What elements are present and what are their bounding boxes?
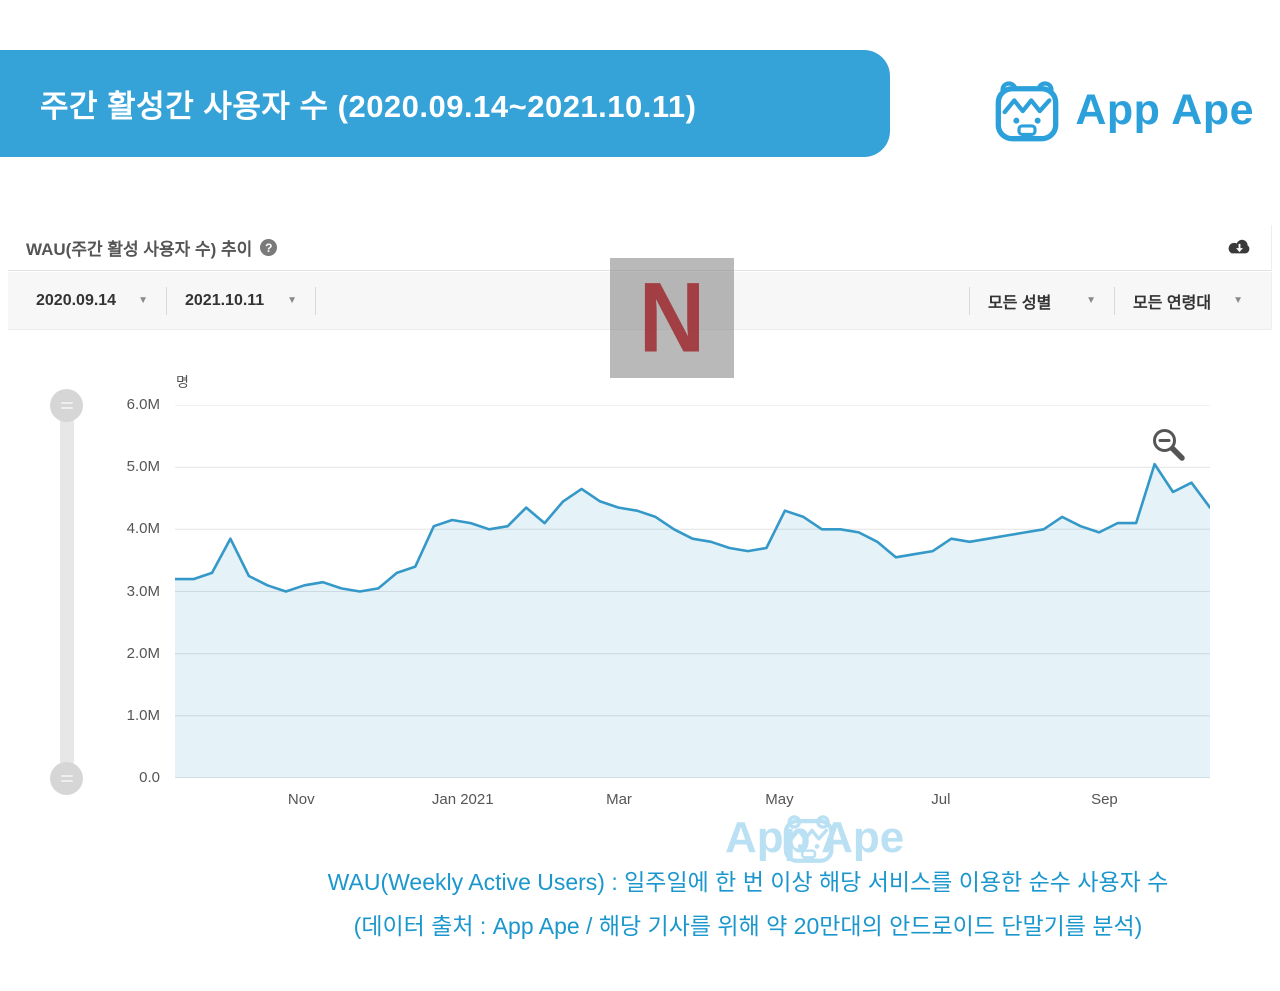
app-ape-watermark-text: App Ape: [725, 813, 905, 862]
x-axis-tick: Sep: [1091, 791, 1118, 808]
filter-divider: [166, 286, 167, 315]
start-date-select[interactable]: 2020.09.14 ▼: [22, 284, 162, 318]
x-axis-tick: Jul: [931, 791, 951, 808]
age-group-value: 모든 연령대: [1133, 294, 1212, 312]
netflix-watermark: N: [610, 258, 734, 378]
age-group-select[interactable]: 모든 연령대 ▼: [1119, 284, 1257, 318]
x-axis-labels: Nov Jan 2021 Mar May Jul Sep: [175, 791, 1210, 813]
y-axis-tick: 2.0M: [126, 644, 160, 662]
help-icon[interactable]: ?: [260, 239, 278, 256]
y-range-slider-track[interactable]: [60, 390, 74, 794]
gender-select[interactable]: 모든 성별 ▼: [974, 284, 1110, 318]
chart-footnote: WAU(Weekly Active Users) : 일주일에 한 번 이상 해…: [240, 860, 1256, 948]
y-axis-tick: 6.0M: [126, 396, 160, 413]
chevron-down-icon: ▼: [287, 295, 297, 306]
filter-divider: [969, 286, 971, 315]
x-axis-tick: Mar: [606, 791, 632, 808]
x-axis-tick: Nov: [287, 791, 315, 808]
chevron-down-icon: ▼: [1086, 295, 1097, 306]
wau-line-chart: App Ape: [175, 405, 1210, 863]
start-date-value: 2020.09.14: [36, 291, 117, 309]
end-date-select[interactable]: 2021.10.11 ▼: [171, 284, 311, 318]
app-ape-chart-watermark: App Ape: [713, 811, 904, 865]
page-title-banner: 주간 활성간 사용자 수 (2020.09.14~2021.10.11): [0, 50, 890, 157]
y-axis-tick: 1.0M: [126, 706, 160, 724]
gender-value: 모든 성별: [988, 294, 1052, 312]
y-axis-tick: 0.0: [139, 769, 160, 786]
footnote-line-1: WAU(Weekly Active Users) : 일주일에 한 번 이상 해…: [327, 869, 1169, 895]
wau-trend-svg: [175, 405, 1210, 778]
netflix-n-logo: N: [638, 262, 706, 374]
y-axis-tick: 3.0M: [126, 582, 160, 600]
app-ape-logo-text: App Ape: [1075, 85, 1254, 134]
y-range-slider-handle-top[interactable]: [50, 389, 83, 422]
end-date-value: 2021.10.11: [185, 291, 265, 309]
y-axis-unit-label: 명: [176, 374, 189, 390]
chevron-down-icon: ▼: [1233, 295, 1243, 306]
filter-divider: [315, 286, 316, 315]
x-axis-tick: May: [765, 791, 794, 808]
panel-title: WAU(주간 활성 사용자 수) 추이: [26, 240, 253, 259]
download-cloud-icon[interactable]: [1226, 237, 1253, 258]
app-ape-logo: App Ape: [993, 76, 1254, 144]
y-axis-labels: 6.0M 5.0M 4.0M 3.0M 2.0M 1.0M 0.0: [95, 396, 160, 796]
y-range-slider-handle-bottom[interactable]: [50, 762, 83, 795]
filter-divider: [1114, 286, 1116, 315]
zoom-out-icon[interactable]: [1150, 426, 1188, 464]
y-axis-tick: 4.0M: [126, 520, 160, 538]
x-axis-tick: Jan 2021: [431, 791, 494, 808]
y-axis-tick: 5.0M: [126, 458, 160, 476]
app-ape-icon: [993, 76, 1061, 144]
footnote-line-2: (데이터 출처 : App Ape / 해당 기사를 위해 약 20만대의 안드…: [353, 913, 1143, 939]
chevron-down-icon: ▼: [138, 295, 148, 306]
page-title: 주간 활성간 사용자 수 (2020.09.14~2021.10.11): [40, 89, 697, 124]
